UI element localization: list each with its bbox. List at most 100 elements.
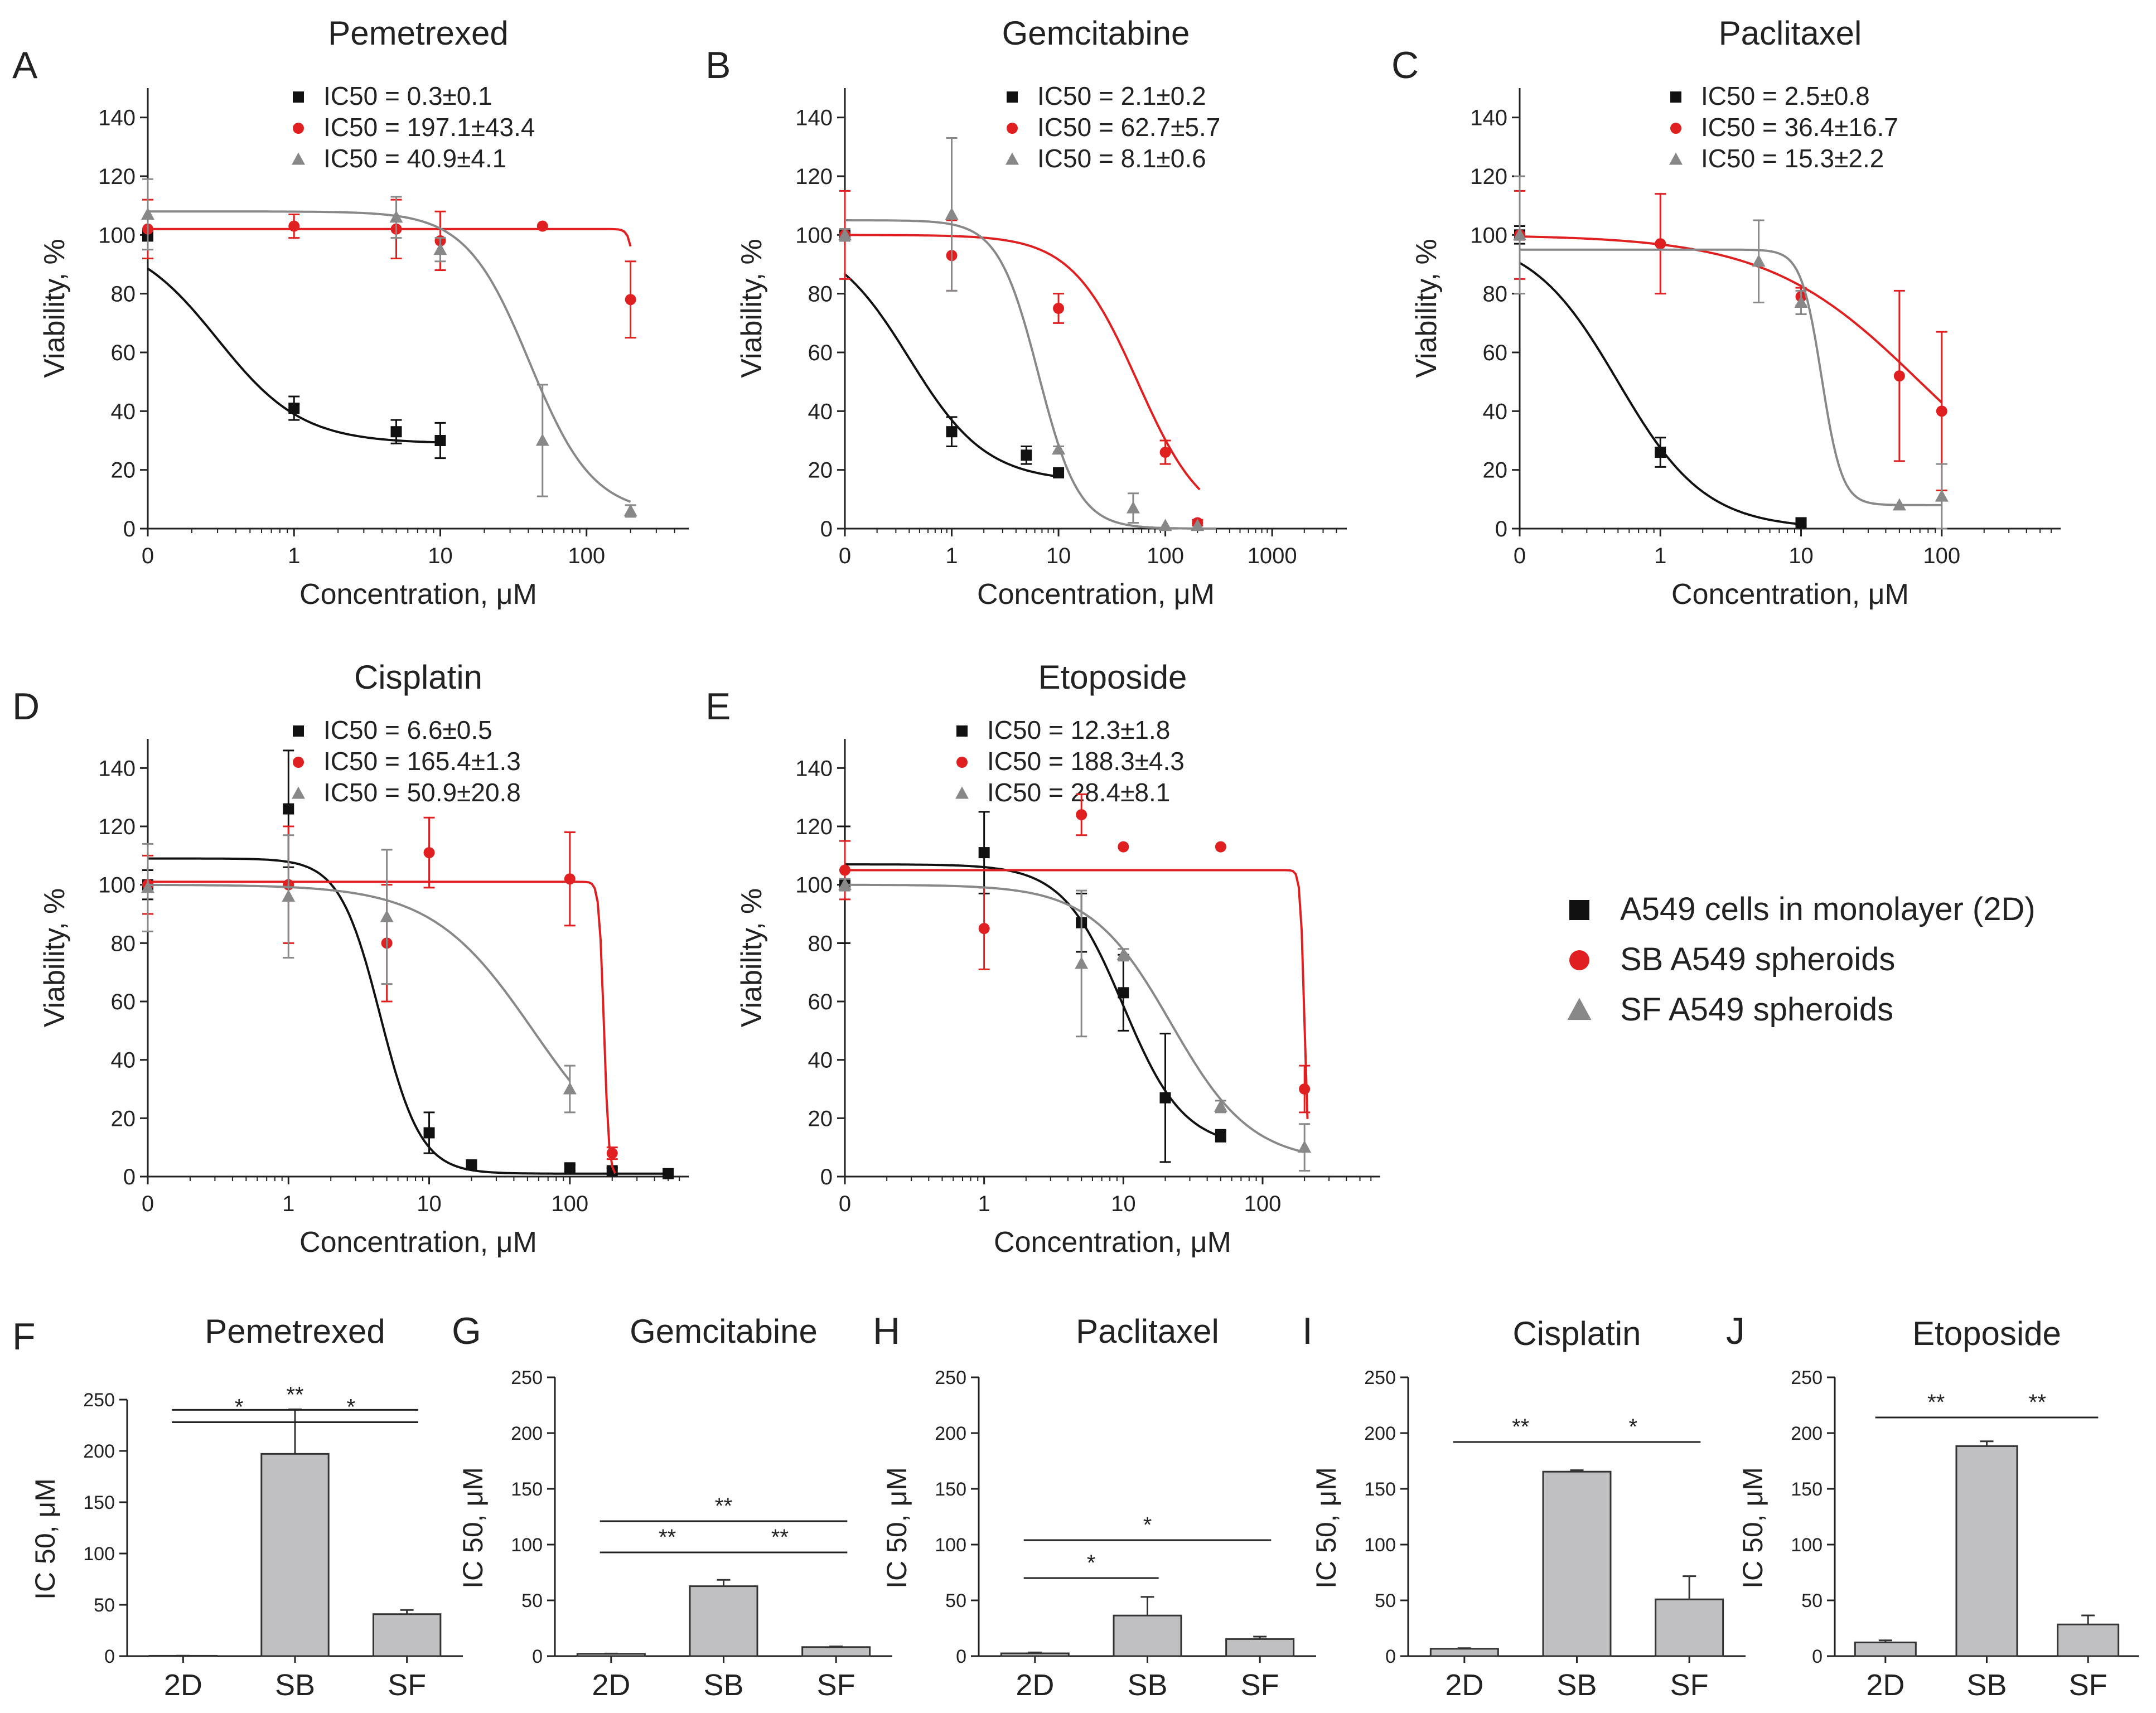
significance-label: *: [235, 1395, 244, 1419]
chart-panel-e: E Etoposide 0 20 40 60 80 100 120 140 0 1 10 100 Conce…: [705, 659, 1380, 1259]
x-tick-label: 10: [428, 544, 453, 568]
significance-label: **: [659, 1525, 676, 1550]
data-point-sf: [141, 207, 154, 220]
category-label: SB: [1556, 1668, 1597, 1702]
data-point-sb: [625, 294, 636, 306]
category-label: 2D: [1866, 1668, 1904, 1702]
y-tick-label: 140: [98, 756, 136, 781]
ic50-marker-mono: [1670, 91, 1681, 103]
y-tick-label: 100: [1364, 1535, 1396, 1556]
legend-label-sb: SB A549 spheroids: [1620, 941, 1895, 978]
fit-curve-sf: [148, 210, 631, 503]
fit-curve-sb: [1519, 235, 1943, 404]
fit-curve-mono: [148, 857, 669, 1175]
y-tick-label: 20: [808, 1106, 833, 1131]
chart-title: Paclitaxel: [1719, 14, 1862, 52]
ic50-label-sf: IC50 = 40.9±4.1: [323, 144, 506, 173]
category-label: SF: [388, 1668, 426, 1702]
ic50-marker-mono: [293, 91, 304, 103]
data-point-sb: [606, 1148, 618, 1159]
significance-label: **: [771, 1525, 789, 1550]
bar-sf: [1655, 1598, 1724, 1657]
y-tick-label: 200: [1791, 1423, 1823, 1444]
data-point-mono: [390, 426, 402, 438]
bar-sb: [1955, 1445, 2018, 1657]
category-label: 2D: [592, 1668, 630, 1702]
category-label: SF: [1670, 1668, 1709, 1702]
y-tick-label: 120: [98, 815, 136, 839]
panel-letter: F: [12, 1315, 36, 1358]
chart-panel-c: C Paclitaxel 0 20 40 60 80 100 120 140 0 1 10 100 Conc…: [1391, 14, 2061, 611]
y-tick-label: 200: [935, 1423, 966, 1444]
data-point-sf: [838, 228, 852, 240]
data-point-sf: [433, 243, 447, 255]
chart-title: Cisplatin: [354, 659, 482, 696]
y-tick-label: 140: [795, 756, 833, 781]
significance-label: *: [1087, 1551, 1096, 1575]
ic50-label-sb: IC50 = 188.3±4.3: [987, 747, 1185, 776]
y-tick-label: 100: [98, 873, 136, 898]
y-axis-label: IC 50, μM: [1311, 1467, 1342, 1589]
data-point-sf: [1513, 228, 1526, 240]
y-tick-label: 80: [1483, 282, 1508, 307]
y-axis-label: IC 50, μM: [30, 1478, 61, 1600]
data-point-sf: [1126, 501, 1140, 514]
data-point-sf: [1075, 956, 1089, 969]
x-axis-label: Concentration, μM: [994, 1226, 1231, 1259]
x-tick-label: 100: [1923, 544, 1960, 568]
data-point-mono: [283, 803, 294, 815]
data-point-sb: [1118, 841, 1129, 853]
significance-label: **: [2029, 1390, 2046, 1415]
ic50-label-sb: IC50 = 165.4±1.3: [323, 747, 521, 776]
data-point-sb: [1076, 809, 1087, 821]
bar-2d: [1854, 1641, 1917, 1657]
ic50-label-mono: IC50 = 2.5±0.8: [1701, 81, 1870, 110]
y-tick-label: 60: [111, 990, 136, 1014]
significance-label: *: [347, 1395, 356, 1419]
y-tick-label: 100: [795, 873, 833, 898]
ic50-marker-mono: [1007, 91, 1018, 103]
y-tick-label: 0: [1495, 517, 1507, 541]
y-tick-label: 140: [795, 106, 833, 130]
significance-label: *: [1629, 1415, 1638, 1439]
x-tick-label: 10: [1046, 544, 1071, 568]
y-tick-label: 60: [808, 341, 833, 365]
data-point-sb: [1893, 370, 1905, 382]
y-tick-label: 140: [1470, 106, 1507, 130]
y-tick-label: 60: [808, 990, 833, 1014]
y-tick-label: 0: [123, 517, 136, 541]
fit-curve-mono: [845, 863, 1221, 1138]
panel-letter: C: [1391, 44, 1419, 86]
y-tick-label: 0: [820, 1165, 833, 1189]
data-point-sf: [1794, 295, 1808, 308]
data-point-sb: [564, 873, 576, 885]
y-tick-label: 80: [808, 931, 833, 956]
data-point-sf: [1052, 442, 1066, 455]
x-tick-label: 0: [142, 1192, 154, 1216]
fit-curve-sb: [148, 880, 616, 1174]
chart-panel-b: B Gemcitabine 0 20 40 60 80 100 120 140 0 1 10 100 100…: [705, 14, 1347, 611]
y-axis-label: Viability, %: [736, 888, 768, 1028]
ic50-marker-sb: [1670, 123, 1681, 134]
y-tick-label: 80: [808, 282, 833, 307]
y-tick-label: 200: [1364, 1423, 1396, 1444]
y-axis-label: Viability, %: [736, 239, 768, 378]
bar-sf: [801, 1646, 871, 1657]
data-point-mono: [564, 1162, 576, 1174]
category-label: 2D: [1016, 1668, 1054, 1702]
ic50-label-sb: IC50 = 197.1±43.4: [323, 113, 535, 142]
y-tick-label: 0: [1385, 1646, 1396, 1667]
x-axis-label: Concentration, μM: [299, 1226, 537, 1259]
data-point-mono: [423, 1127, 435, 1139]
chart-title: Gemcitabine: [630, 1313, 818, 1350]
x-tick-label: 0: [142, 544, 154, 568]
chart-panel-g: G Gemcitabine 0 50 100 150 200 250 2D SB SF ** ** ** I…: [452, 1310, 892, 1702]
y-tick-label: 250: [511, 1367, 543, 1388]
y-tick-label: 40: [808, 399, 833, 424]
data-point-sb: [423, 847, 435, 859]
data-point-sf: [535, 433, 549, 446]
legend-label-sf: SF A549 spheroids: [1620, 991, 1893, 1028]
fit-curve-sb: [845, 234, 1201, 491]
